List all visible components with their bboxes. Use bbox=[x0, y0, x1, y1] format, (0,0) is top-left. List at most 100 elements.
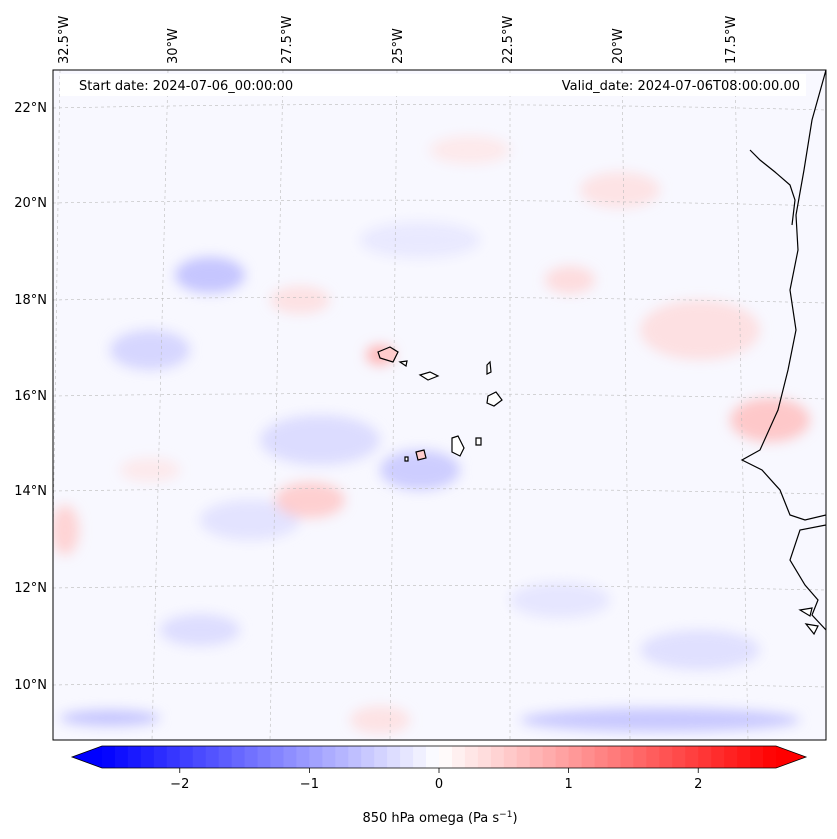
map-panel: Start date: 2024-07-06_00:00:00 Valid_da… bbox=[53, 70, 826, 740]
colorbar-segment bbox=[672, 746, 686, 768]
colorbar-segment bbox=[244, 746, 259, 768]
lon-label-22-5w: 22.5°W bbox=[501, 16, 516, 64]
island-brava bbox=[404, 456, 409, 462]
colorbar-segment bbox=[439, 746, 453, 768]
lat-label-14n: 14°N bbox=[14, 484, 47, 499]
colorbar-segment bbox=[179, 746, 194, 768]
colorbar-segment bbox=[231, 746, 246, 768]
colorbar-segment bbox=[283, 746, 298, 768]
lon-label-20w: 20°W bbox=[611, 28, 626, 64]
colorbar-segment bbox=[620, 746, 635, 768]
colorbar-segment bbox=[335, 746, 349, 768]
colorbar-segment bbox=[646, 746, 660, 768]
colorbar-segment bbox=[387, 746, 401, 768]
colorbar-segment bbox=[361, 746, 375, 768]
lat-label-18n: 18°N bbox=[14, 293, 47, 308]
cape-verde-islands bbox=[377, 346, 819, 636]
colorbar-segment bbox=[102, 746, 116, 768]
colorbar-segment bbox=[763, 746, 777, 768]
colorbar-segment bbox=[698, 746, 712, 768]
lat-label-20n: 20°N bbox=[14, 196, 47, 211]
colorbar-segment bbox=[607, 746, 622, 768]
colorbar-segment bbox=[426, 746, 440, 768]
island-santiago bbox=[451, 435, 465, 457]
island-bissagos-1 bbox=[798, 607, 813, 617]
colorbar-segment bbox=[413, 746, 427, 768]
colorbar-segment bbox=[114, 746, 129, 768]
africa-coast bbox=[740, 70, 826, 521]
colorbar-title-main: 850 hPa omega (Pa s bbox=[362, 811, 499, 826]
colorbar-segment bbox=[127, 746, 142, 768]
colorbar-title-end: ) bbox=[512, 811, 517, 826]
colorbar-tick-label: −1 bbox=[300, 777, 319, 792]
colorbar-segment bbox=[257, 746, 272, 768]
colorbar-ticks: −2 −1 0 1 2 bbox=[170, 768, 702, 792]
lat-label-12n: 12°N bbox=[14, 581, 47, 596]
lon-label-25w: 25°W bbox=[391, 28, 406, 64]
island-bissagos-2 bbox=[804, 623, 819, 636]
lon-label-17-5w: 17.5°W bbox=[724, 16, 739, 64]
colorbar-segment bbox=[594, 746, 609, 768]
colorbar-segment bbox=[218, 746, 233, 768]
lon-label-27-5w: 27.5°W bbox=[280, 16, 295, 64]
island-fogo bbox=[415, 449, 427, 461]
colorbar-segment bbox=[374, 746, 388, 768]
lat-label-22n: 22°N bbox=[14, 101, 47, 116]
colorbar-tick-label: 0 bbox=[435, 777, 443, 792]
island-sal bbox=[486, 360, 492, 375]
colorbar-extend-max bbox=[776, 746, 806, 768]
colorbar-segment bbox=[555, 746, 570, 768]
lat-label-16n: 16°N bbox=[14, 389, 47, 404]
colorbar-segment bbox=[685, 746, 699, 768]
colorbar-segment bbox=[659, 746, 673, 768]
colorbar-segment bbox=[503, 746, 518, 768]
colorbar-segment bbox=[153, 746, 168, 768]
colorbar-segment bbox=[348, 746, 362, 768]
colorbar-extend-min bbox=[72, 746, 102, 768]
coastline bbox=[740, 70, 826, 631]
colorbar-segment bbox=[400, 746, 414, 768]
colorbar-tick-label: 1 bbox=[564, 777, 572, 792]
coast-northern-wiggle bbox=[749, 149, 796, 226]
colorbar-segment bbox=[750, 746, 764, 768]
map-frame bbox=[52, 69, 827, 741]
island-maio bbox=[475, 437, 482, 446]
colorbar-segment bbox=[477, 746, 492, 768]
colorbar-segment bbox=[296, 746, 310, 768]
colorbar-outline bbox=[70, 745, 808, 769]
lon-label-32-5w: 32.5°W bbox=[57, 16, 72, 64]
colorbar-segment bbox=[568, 746, 583, 768]
colorbar-tick-label: −2 bbox=[170, 777, 189, 792]
header-background bbox=[60, 74, 806, 96]
colorbar-segment bbox=[633, 746, 647, 768]
colorbar-segment bbox=[322, 746, 336, 768]
colorbar-title-exp: −1 bbox=[499, 810, 512, 820]
latitude-labels: 22°N 20°N 18°N 16°N 14°N 12°N 10°N bbox=[14, 101, 47, 693]
colorbar-segment bbox=[192, 746, 207, 768]
colorbar-segment bbox=[737, 746, 751, 768]
valid-date-label: Valid_date: 2024-07-06T08:00:00.00 bbox=[562, 79, 800, 94]
island-santo-antao bbox=[377, 346, 399, 363]
colorbar-segment bbox=[309, 746, 323, 768]
colorbar-segments bbox=[102, 746, 777, 768]
colorbar-segment bbox=[490, 746, 505, 768]
africa-coast-south bbox=[789, 524, 826, 631]
colorbar-segment bbox=[724, 746, 738, 768]
longitude-labels: 32.5°W 30°W 27.5°W 25°W 22.5°W 20°W 17.5… bbox=[57, 16, 739, 64]
colorbar-segment bbox=[166, 746, 181, 768]
colorbar-segment bbox=[205, 746, 220, 768]
colorbar-segment bbox=[464, 746, 479, 768]
island-sao-vicente bbox=[398, 360, 408, 367]
island-sao-nicolau bbox=[418, 371, 440, 381]
colorbar-segment bbox=[270, 746, 285, 768]
start-date-label: Start date: 2024-07-06_00:00:00 bbox=[79, 79, 293, 94]
colorbar-tick-label: 2 bbox=[694, 777, 702, 792]
lon-label-30w: 30°W bbox=[166, 28, 181, 64]
colorbar-title: 850 hPa omega (Pa s−1) bbox=[362, 810, 517, 826]
graticule bbox=[53, 70, 826, 740]
colorbar-segment bbox=[516, 746, 531, 768]
omega-field bbox=[53, 136, 810, 734]
colorbar-segment bbox=[542, 746, 557, 768]
colorbar-segment bbox=[711, 746, 725, 768]
